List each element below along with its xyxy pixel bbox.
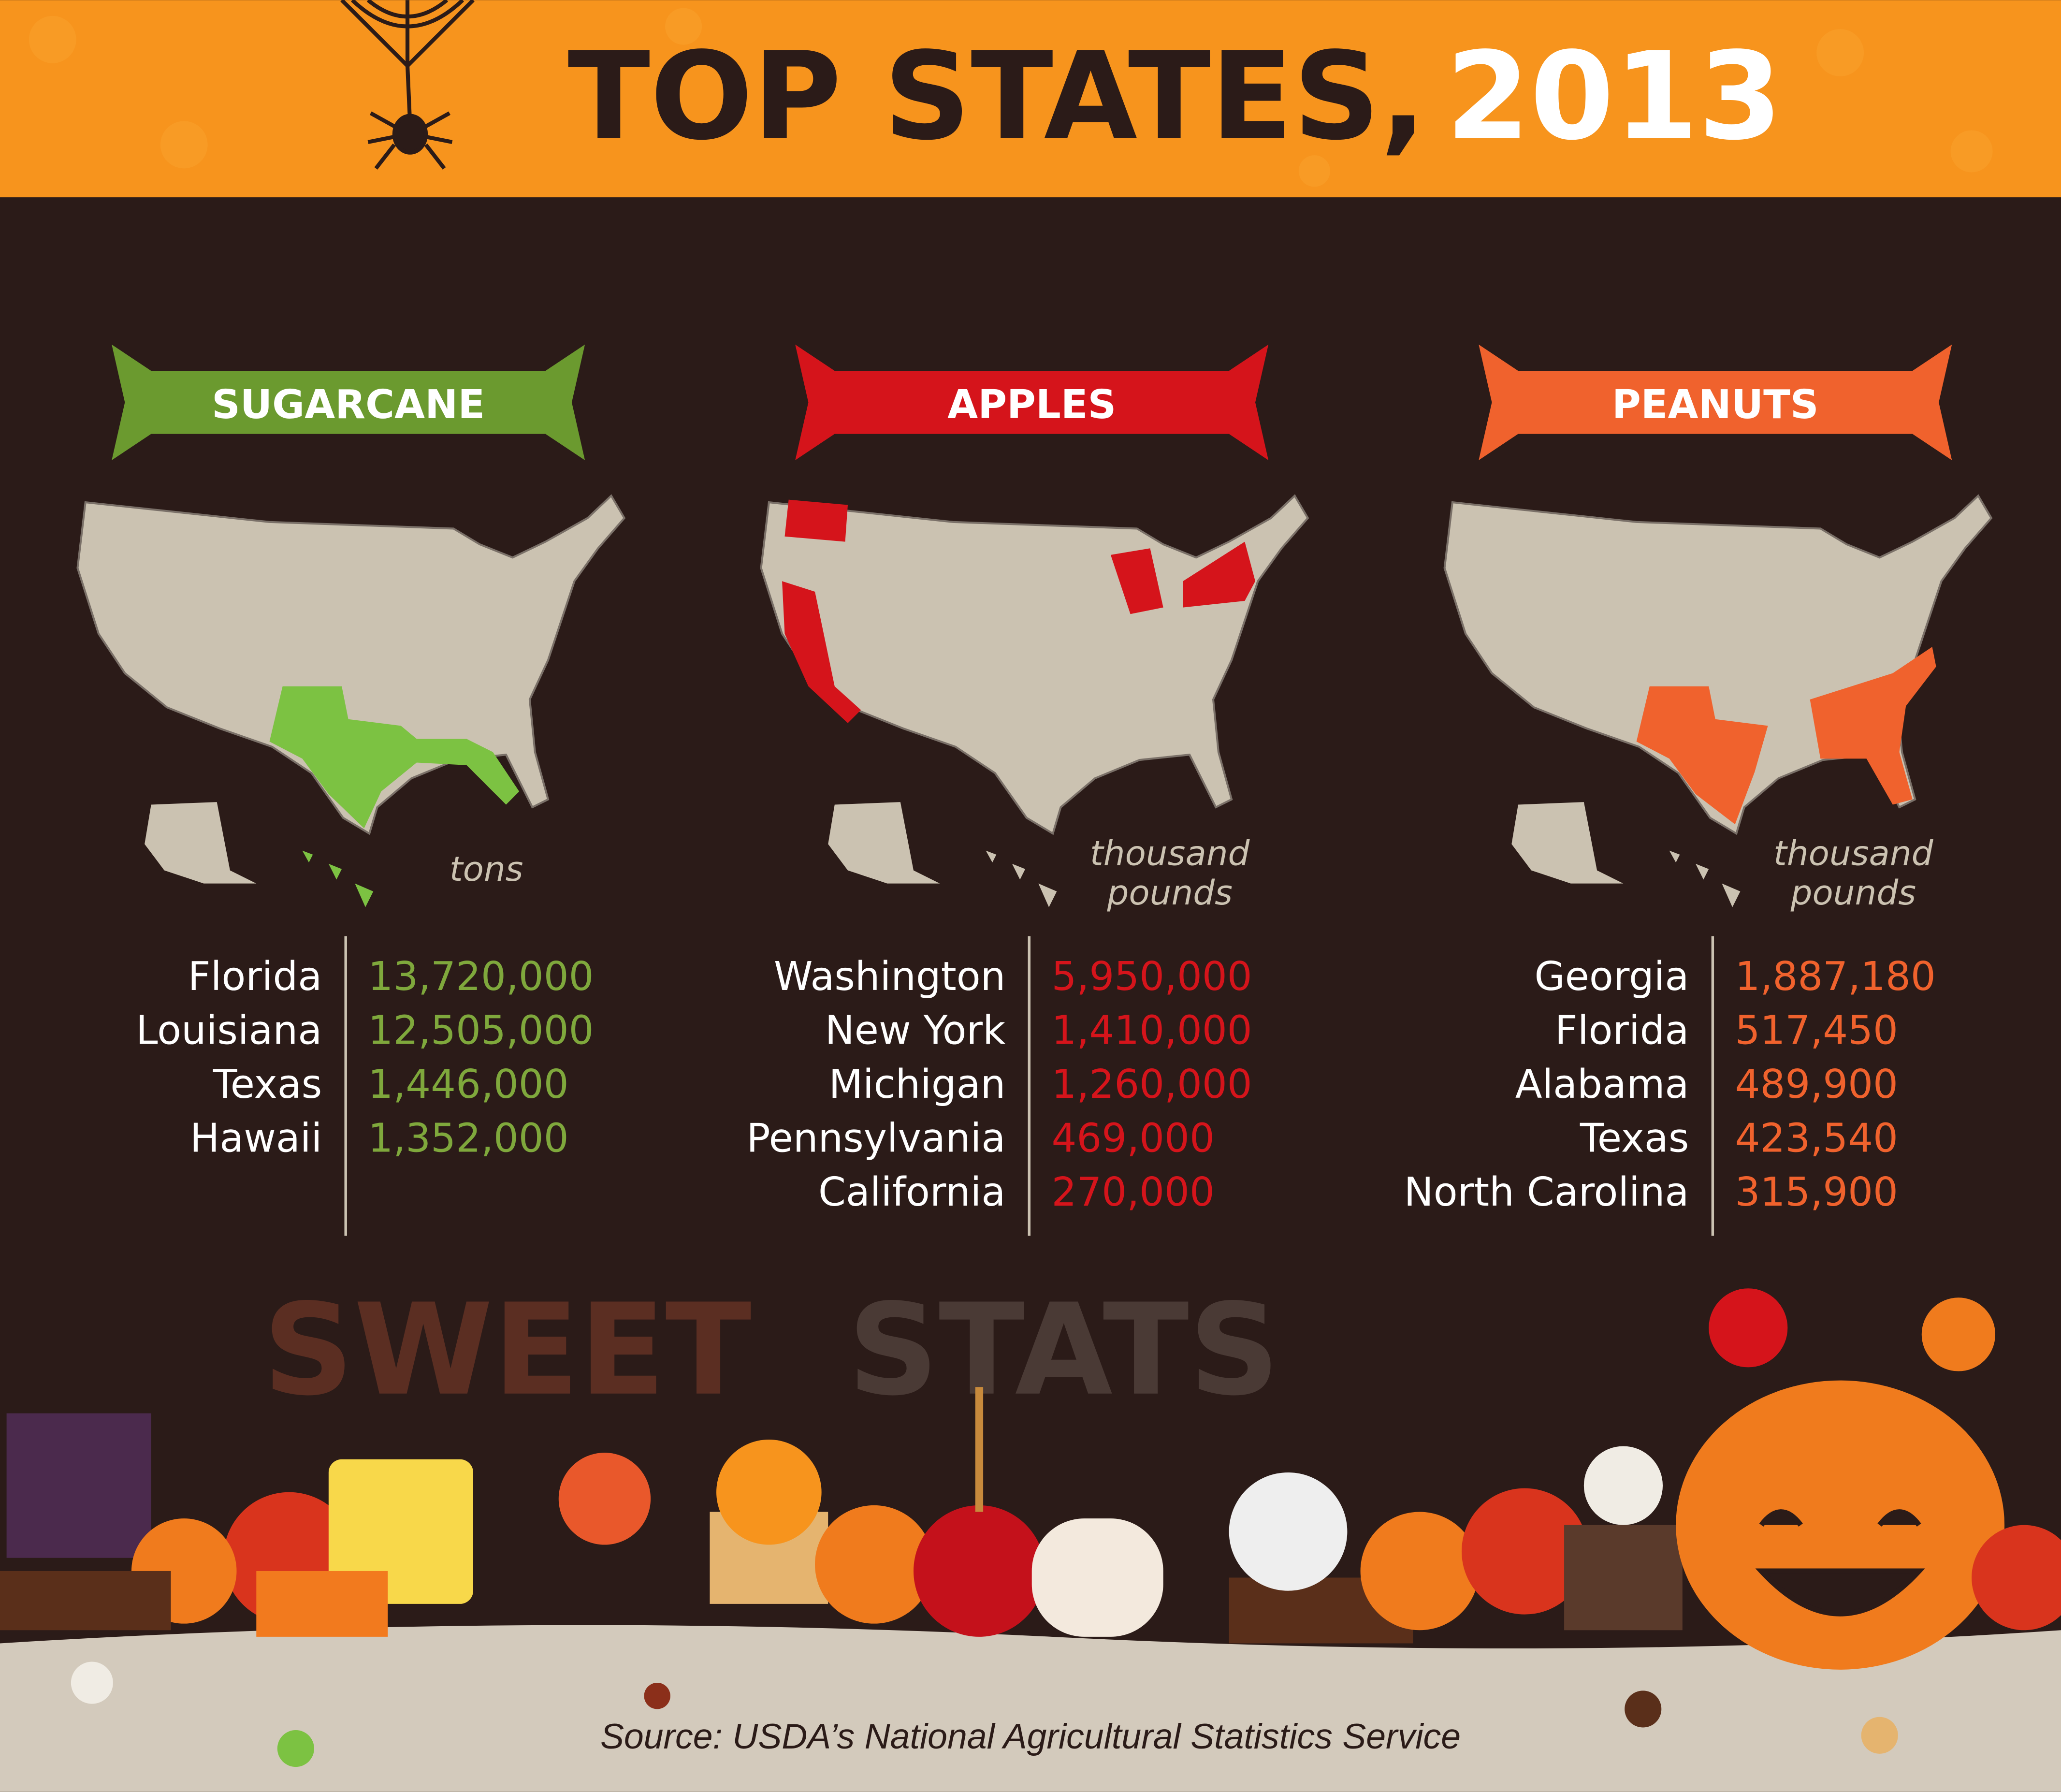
map-alaska	[828, 802, 940, 884]
state-name: Hawaii	[190, 1115, 322, 1161]
state-value: 1,446,000	[368, 1062, 568, 1107]
state-name: Washington	[774, 954, 1005, 1000]
state-value: 1,352,000	[368, 1115, 568, 1161]
label-banner	[112, 344, 585, 461]
map-alaska	[145, 802, 257, 884]
us-map	[1443, 494, 1993, 907]
state-name: North Carolina	[1404, 1169, 1689, 1215]
title-main: TOP STATES,	[567, 27, 1426, 167]
spider-web	[340, 0, 475, 170]
label-banner	[1479, 344, 1952, 461]
state-value: 469,000	[1052, 1115, 1215, 1161]
title-year: 2013	[1446, 27, 1782, 167]
label-banner	[795, 344, 1269, 461]
state-value: 5,950,000	[1052, 954, 1252, 1000]
map-alaska	[1511, 802, 1624, 884]
state-name: New York	[825, 1007, 1006, 1053]
source-note: Source: USDA’s National Agricultural Sta…	[600, 1717, 1461, 1756]
state-name: Alabama	[1515, 1062, 1689, 1107]
map-highlight	[269, 686, 520, 829]
unit-label: thousand	[1090, 833, 1250, 874]
map-hawaii	[302, 850, 374, 907]
stats-word: STATS	[848, 1277, 1280, 1424]
state-name: Michigan	[829, 1062, 1006, 1107]
map-hawaii	[986, 850, 1057, 907]
panel-label: SUGARCANE	[212, 382, 485, 428]
state-value: 1,410,000	[1052, 1007, 1252, 1053]
state-name: Florida	[188, 954, 322, 1000]
unit-label: pounds	[1790, 873, 1916, 913]
us-map	[760, 494, 1309, 907]
panel: SUGARCANE tons Florida 13,720,000 Louisiana 1…	[76, 344, 626, 1236]
ground	[0, 1625, 2061, 1792]
sweet-word: SWEET	[263, 1277, 752, 1424]
panel-label: PEANUTS	[1612, 382, 1819, 428]
state-name: Georgia	[1535, 954, 1689, 1000]
candy-decor	[0, 1288, 2061, 1767]
map-hawaii	[1669, 850, 1741, 907]
header-pattern	[29, 8, 1993, 187]
map-land	[760, 494, 1309, 835]
unit-label: pounds	[1107, 873, 1233, 913]
state-value: 1,887,180	[1735, 954, 1936, 1000]
map-highlight	[782, 499, 1256, 723]
panel-label: APPLES	[947, 382, 1116, 428]
unit-label: tons	[450, 849, 523, 889]
state-name: Texas	[1580, 1115, 1689, 1161]
state-value: 315,900	[1735, 1169, 1898, 1215]
panels: SUGARCANE tons Florida 13,720,000 Louisiana 1…	[76, 344, 1993, 1236]
state-value: 12,505,000	[368, 1007, 594, 1053]
map-land	[76, 494, 626, 835]
state-name: Pennsylvania	[746, 1115, 1005, 1161]
state-value: 13,720,000	[368, 954, 594, 1000]
state-value: 423,540	[1735, 1115, 1898, 1161]
unit-label: thousand	[1773, 833, 1934, 874]
state-name: Louisiana	[136, 1007, 322, 1053]
state-value: 1,260,000	[1052, 1062, 1252, 1107]
state-value: 270,000	[1052, 1169, 1215, 1215]
state-name: Florida	[1555, 1007, 1689, 1053]
us-map	[76, 494, 626, 907]
map-highlight	[1636, 647, 1936, 825]
state-name: California	[818, 1169, 1005, 1215]
state-value: 489,900	[1735, 1062, 1898, 1107]
header-band	[0, 0, 2061, 198]
state-name: Texas	[213, 1062, 322, 1107]
state-value: 517,450	[1735, 1007, 1898, 1053]
